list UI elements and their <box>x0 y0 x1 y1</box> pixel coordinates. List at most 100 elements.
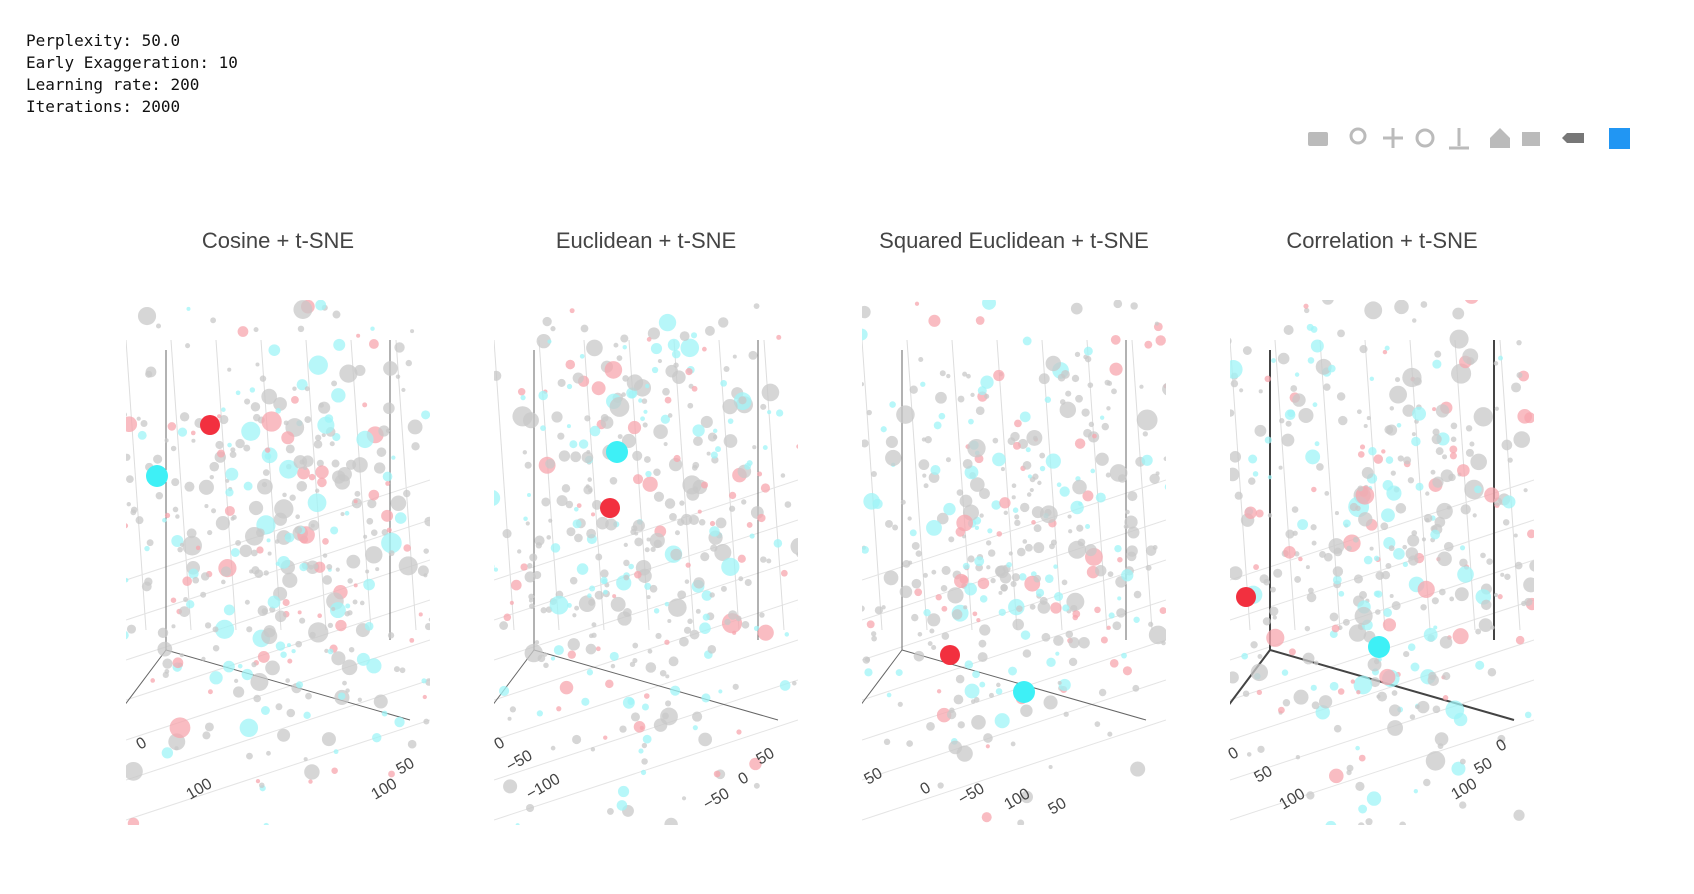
point <box>279 459 298 479</box>
point <box>234 678 239 683</box>
point <box>207 529 213 536</box>
point <box>979 595 988 603</box>
point <box>237 663 243 669</box>
point <box>918 356 924 363</box>
point <box>1298 556 1303 562</box>
point <box>215 619 235 639</box>
point <box>1092 433 1097 439</box>
point <box>332 310 341 319</box>
point <box>964 582 977 596</box>
point <box>779 680 791 691</box>
point <box>440 638 446 644</box>
point <box>282 598 290 607</box>
point <box>1310 524 1317 531</box>
point <box>1072 614 1079 621</box>
point <box>1464 300 1479 304</box>
point <box>1054 592 1064 602</box>
point <box>1230 409 1235 417</box>
point <box>1328 364 1336 373</box>
point <box>1033 574 1042 583</box>
turntable-button[interactable] <box>1449 128 1469 150</box>
point <box>824 618 834 628</box>
point <box>1389 593 1394 598</box>
plotly-logo[interactable] <box>1609 128 1630 149</box>
tick-label: 100 <box>369 775 401 803</box>
point <box>1278 706 1285 714</box>
point <box>1325 820 1337 825</box>
point <box>338 692 346 700</box>
point <box>999 497 1011 509</box>
point <box>1329 612 1339 622</box>
point <box>428 617 430 622</box>
point <box>914 301 920 306</box>
point <box>753 625 760 632</box>
point <box>1559 391 1565 397</box>
point <box>724 618 731 626</box>
point <box>693 436 703 447</box>
point <box>1041 632 1051 642</box>
camera-button[interactable] <box>1308 132 1328 146</box>
point <box>1516 340 1522 346</box>
point <box>1329 768 1344 784</box>
point <box>1438 588 1446 596</box>
point <box>239 544 253 558</box>
home-button[interactable] <box>1490 128 1510 148</box>
point <box>448 685 460 697</box>
pan-button[interactable] <box>1383 128 1403 148</box>
orbit-button[interactable] <box>1415 128 1435 148</box>
point <box>365 546 383 564</box>
point <box>1449 445 1458 454</box>
point <box>381 509 394 522</box>
point <box>1076 524 1084 532</box>
point <box>1460 504 1471 515</box>
point <box>1412 406 1427 421</box>
point <box>1391 601 1401 611</box>
point <box>617 434 623 439</box>
point <box>354 490 361 497</box>
point <box>1194 623 1205 634</box>
point <box>964 465 979 480</box>
point <box>651 366 659 374</box>
point <box>1029 263 1041 275</box>
point <box>405 359 412 367</box>
point <box>609 476 618 485</box>
point <box>883 570 899 586</box>
point <box>588 488 593 493</box>
point <box>162 658 173 669</box>
point <box>697 509 702 514</box>
point <box>1355 745 1360 751</box>
point <box>692 725 698 731</box>
point <box>241 668 253 681</box>
zoom-button[interactable] <box>1349 127 1367 145</box>
point <box>1311 540 1317 546</box>
point <box>738 576 744 582</box>
point <box>983 733 993 743</box>
point <box>667 265 674 272</box>
point <box>647 648 653 654</box>
point <box>1220 501 1229 510</box>
point <box>1145 564 1152 571</box>
point <box>475 513 482 520</box>
point <box>368 489 380 501</box>
point <box>653 539 662 548</box>
video-button[interactable] <box>1522 132 1540 146</box>
point <box>573 506 579 512</box>
point <box>385 481 391 486</box>
point <box>1329 681 1339 691</box>
point <box>1190 610 1194 614</box>
point <box>581 451 594 464</box>
point <box>623 559 630 567</box>
point <box>313 439 323 449</box>
point <box>1307 357 1315 364</box>
point <box>1172 643 1178 649</box>
point <box>746 522 753 528</box>
point <box>1230 467 1240 482</box>
point <box>190 430 196 436</box>
hover-button[interactable] <box>1562 133 1584 143</box>
point <box>1126 545 1138 557</box>
point <box>317 477 327 488</box>
param-line: Perplexity: 50.0 <box>26 31 181 50</box>
point <box>1110 334 1121 345</box>
point <box>664 498 676 509</box>
point <box>1437 551 1452 567</box>
